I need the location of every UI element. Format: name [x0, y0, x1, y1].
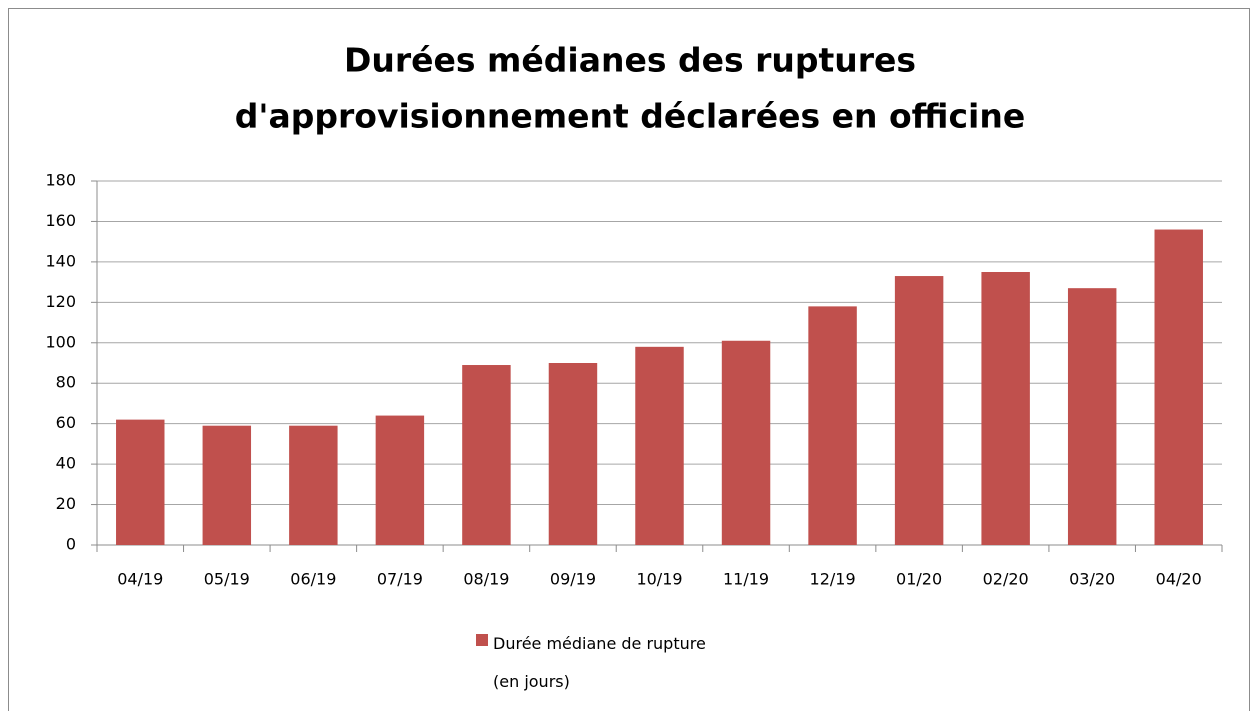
legend-swatch	[476, 634, 488, 646]
bar	[462, 365, 511, 545]
x-tick-label: 05/19	[204, 570, 250, 589]
bar	[894, 276, 944, 545]
y-tick-label: 40	[56, 454, 76, 473]
x-tick-label: 03/20	[1069, 570, 1115, 589]
x-tick-label: 09/19	[550, 570, 596, 589]
x-tick-label: 11/19	[723, 570, 769, 589]
chart-frame	[8, 8, 1250, 711]
y-tick-label: 100	[45, 332, 76, 351]
y-tick-label: 180	[45, 171, 76, 190]
bar	[548, 363, 598, 545]
x-tick-label: 02/20	[983, 570, 1029, 589]
y-tick-label: 0	[66, 535, 76, 554]
y-tick-label: 160	[45, 211, 76, 230]
x-tick-label: 08/19	[463, 570, 509, 589]
bar	[202, 425, 252, 545]
y-tick-label: 80	[56, 373, 76, 392]
x-tick-label: 10/19	[636, 570, 682, 589]
x-tick-label: 04/20	[1156, 570, 1202, 589]
bar	[1067, 288, 1117, 545]
bar	[981, 272, 1030, 545]
chart-title: d'approvisionnement déclarées en officin…	[235, 97, 1025, 136]
chart-title: Durées médianes des ruptures	[344, 41, 916, 80]
bar	[116, 419, 165, 545]
legend-label: Durée médiane de rupture (en jours)	[493, 634, 706, 691]
bar	[289, 425, 338, 545]
y-tick-label: 20	[56, 494, 76, 513]
y-tick-label: 140	[45, 251, 76, 270]
bar	[721, 340, 771, 545]
bar	[375, 415, 425, 545]
x-tick-label: 04/19	[117, 570, 163, 589]
bar	[808, 306, 857, 545]
y-tick-label: 120	[45, 292, 76, 311]
x-tick-label: 01/20	[896, 570, 942, 589]
bar	[635, 346, 684, 545]
x-tick-label: 12/19	[810, 570, 856, 589]
x-tick-label: 06/19	[290, 570, 336, 589]
bar	[1154, 229, 1203, 546]
y-tick-label: 60	[56, 413, 76, 432]
x-tick-label: 07/19	[377, 570, 423, 589]
